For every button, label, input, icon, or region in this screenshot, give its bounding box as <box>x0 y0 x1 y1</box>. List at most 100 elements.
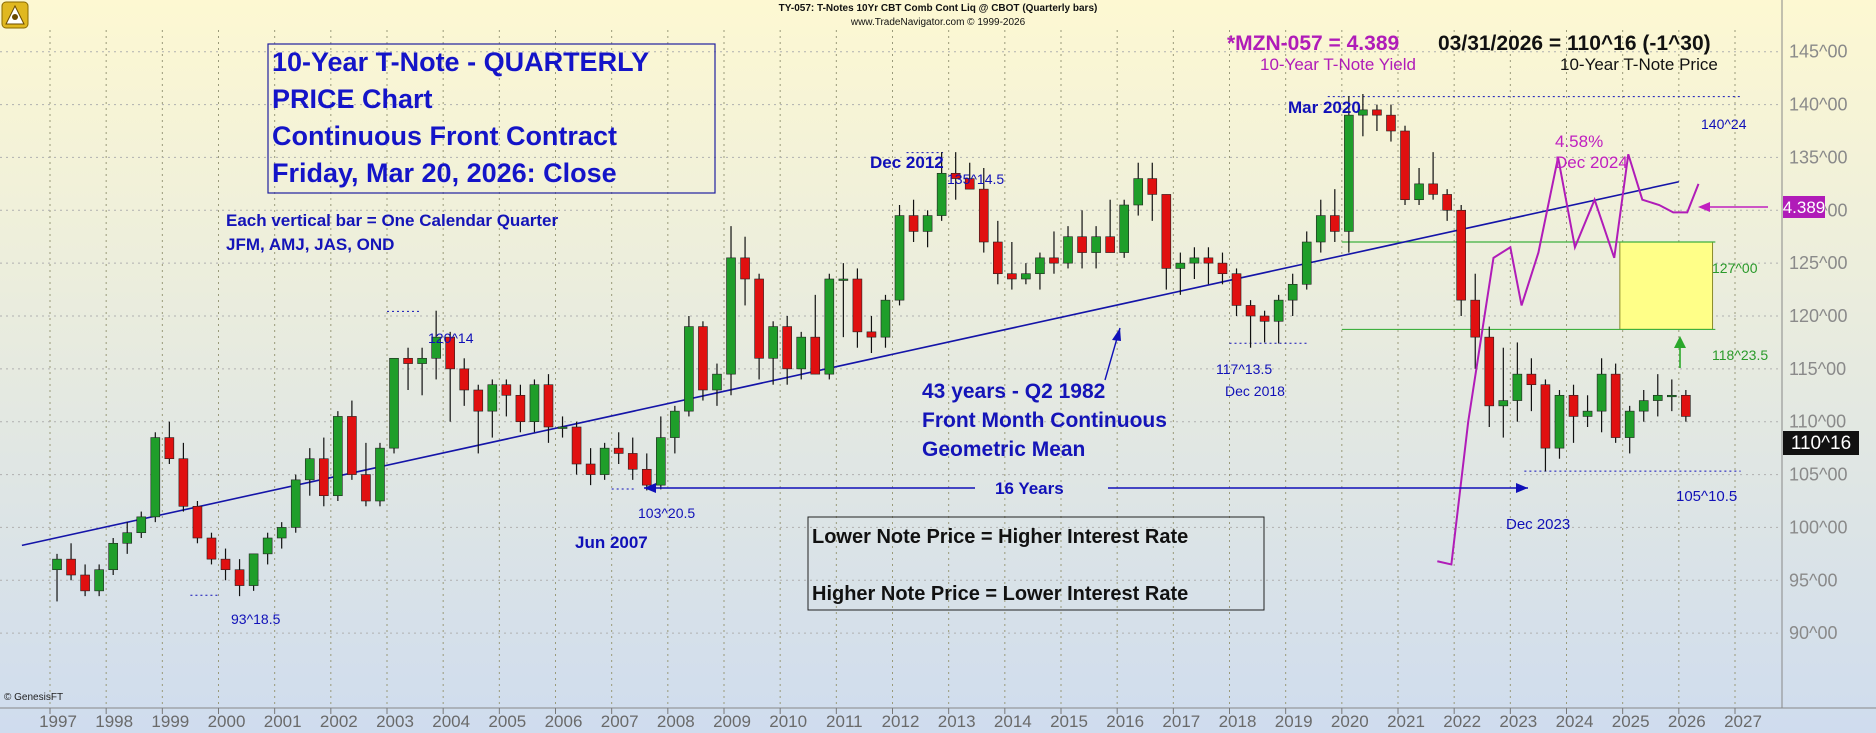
candle <box>333 411 343 501</box>
candle <box>1245 300 1256 348</box>
candle-body <box>1498 400 1509 407</box>
candle-body <box>557 426 568 429</box>
y-tick-label: 125^00 <box>1789 253 1848 273</box>
candle-body <box>1652 394 1663 401</box>
candle <box>1091 226 1101 269</box>
x-tick-label: 2019 <box>1275 712 1313 731</box>
candle-body <box>1189 257 1200 264</box>
candle-body <box>1638 400 1649 412</box>
candle-body <box>431 336 441 359</box>
x-tick-label: 2027 <box>1724 712 1762 731</box>
candle-body <box>1315 215 1326 243</box>
x-tick-label: 2001 <box>264 712 302 731</box>
candle-body <box>262 537 273 555</box>
candle <box>1189 247 1200 279</box>
candle <box>403 347 413 390</box>
candle-body <box>754 278 764 359</box>
candle <box>1470 273 1481 369</box>
candle <box>656 416 666 490</box>
candle-body <box>1231 273 1242 306</box>
candle <box>627 437 638 480</box>
candle <box>1442 189 1452 221</box>
candle-body <box>838 278 849 281</box>
candle <box>712 363 722 406</box>
label-dec-2024: Dec 2024 <box>1555 153 1628 172</box>
x-tick-label: 2011 <box>826 712 863 731</box>
x-tick-label: 2004 <box>432 712 470 731</box>
x-tick-label: 2003 <box>376 712 414 731</box>
candle-body <box>1301 241 1312 285</box>
title-box <box>267 43 716 194</box>
candle <box>1652 374 1663 417</box>
y-tick-label: 110^00 <box>1789 412 1846 432</box>
candle <box>473 384 484 454</box>
candle-body <box>375 447 385 502</box>
candle-body <box>80 574 90 592</box>
candle <box>585 448 596 486</box>
candle-body <box>866 331 877 338</box>
candle-body <box>1330 215 1340 232</box>
candle-body <box>94 569 104 592</box>
candle <box>445 331 455 422</box>
candle-body <box>1540 384 1551 449</box>
candle-body <box>641 468 652 486</box>
y-tick-label: 115^00 <box>1789 359 1846 379</box>
candle-body <box>122 532 133 544</box>
candle-body <box>1035 257 1045 275</box>
candle <box>1035 252 1045 290</box>
candle <box>684 316 694 417</box>
x-tick-label: 2021 <box>1387 712 1425 731</box>
candle-body <box>1161 194 1172 269</box>
genesis-credit: © GenesisFT <box>4 692 63 703</box>
x-tick-label: 2020 <box>1331 712 1369 731</box>
candle <box>1049 231 1059 274</box>
rate-note-line1: Lower Note Price = Higher Interest Rate <box>812 526 1188 548</box>
candle <box>1315 199 1326 253</box>
candle-body <box>782 326 792 370</box>
label-120-14: 120^14 <box>428 330 474 346</box>
candle-body <box>1147 178 1158 195</box>
candle <box>613 432 624 464</box>
candle <box>782 316 792 385</box>
candle-body <box>1049 257 1059 264</box>
label-127-00: 127^00 <box>1712 260 1758 276</box>
candle <box>80 564 90 597</box>
candle-body <box>1245 305 1256 317</box>
candle <box>1344 96 1354 253</box>
chart-header-line2: www.TradeNavigator.com © 1999-2026 <box>850 17 1026 28</box>
candle-body <box>150 437 161 518</box>
candle <box>1667 379 1677 412</box>
candle <box>1077 210 1087 269</box>
candle-body <box>796 336 807 370</box>
candle-body <box>810 336 821 375</box>
bar-note-line1: Each vertical bar = One Calendar Quarter <box>226 211 558 230</box>
candle <box>206 532 217 565</box>
y-tick-label: 140^00 <box>1789 95 1848 115</box>
x-tick-label: 2006 <box>545 712 583 731</box>
candle-body <box>1287 283 1298 301</box>
grid <box>0 30 1782 708</box>
candle <box>487 379 498 438</box>
candle-body <box>136 516 147 534</box>
candle-body <box>1007 273 1017 280</box>
candle <box>1554 390 1565 459</box>
candle-body <box>1582 410 1593 417</box>
candle-body <box>1484 336 1495 407</box>
yield-pointer-head <box>1698 202 1710 212</box>
x-tick-label: 2012 <box>882 712 920 731</box>
candle <box>361 442 371 507</box>
candle <box>136 511 147 538</box>
candle-body <box>1681 394 1691 417</box>
candle-body <box>1077 236 1087 253</box>
candle <box>1498 347 1509 438</box>
candle-body <box>1063 236 1073 264</box>
candle <box>529 379 540 433</box>
candle <box>1358 94 1368 137</box>
candle <box>1582 395 1593 427</box>
candle-body <box>1667 394 1677 398</box>
candle <box>234 559 245 597</box>
x-tick-label: 2017 <box>1162 712 1200 731</box>
candle-body <box>1400 130 1410 201</box>
candle <box>922 210 933 248</box>
candle <box>1512 342 1523 422</box>
